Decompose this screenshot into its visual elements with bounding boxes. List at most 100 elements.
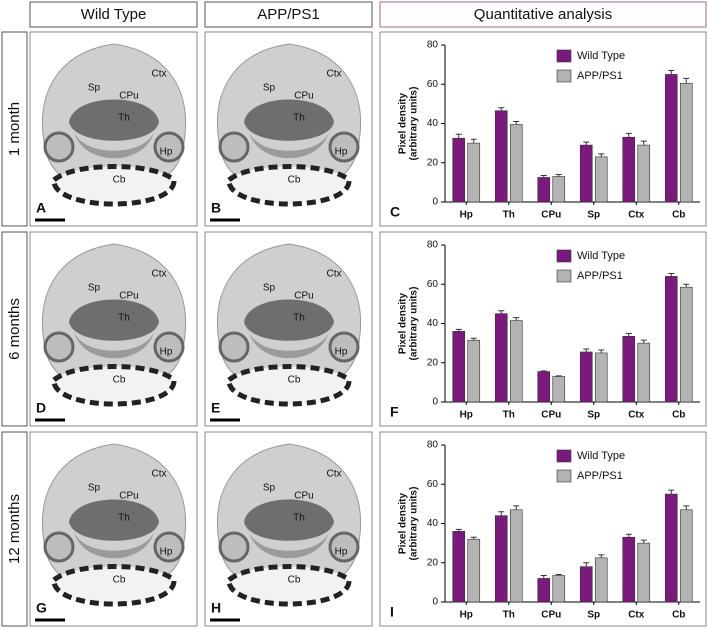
row-label: 6 months xyxy=(6,298,23,360)
y-axis-label: (arbitrary units) xyxy=(409,87,420,161)
panel-letter: I xyxy=(390,604,394,620)
region-label: Hp xyxy=(160,347,173,358)
x-tick-label: Cb xyxy=(672,210,685,221)
row-label-box xyxy=(1,31,28,227)
bar xyxy=(679,286,693,403)
y-axis-label: (arbitrary units) xyxy=(409,287,420,361)
region-label: CPu xyxy=(119,291,138,302)
error-bar xyxy=(555,574,562,576)
region-label: Th xyxy=(118,513,130,524)
error-bar xyxy=(498,310,505,314)
x-tick-label: CPu xyxy=(541,210,561,221)
region-label: Th xyxy=(293,113,305,124)
region-label: Cb xyxy=(113,575,126,586)
bar xyxy=(552,575,566,603)
panel-letter: D xyxy=(36,400,46,416)
x-tick-label: Sp xyxy=(587,210,600,221)
region-label: Sp xyxy=(263,483,276,494)
legend-label: Wild Type xyxy=(577,450,625,462)
bar xyxy=(679,509,693,603)
panel-letter: G xyxy=(36,600,47,616)
error-bar xyxy=(683,505,690,510)
x-tick-label: Ctx xyxy=(628,610,645,621)
region-label: CPu xyxy=(119,91,138,102)
error-bar xyxy=(640,339,647,344)
region-label: Ctx xyxy=(327,469,342,480)
x-tick-label: Hp xyxy=(460,610,473,621)
legend-swatch xyxy=(556,469,572,483)
region-label: Ctx xyxy=(327,269,342,280)
region-label: CPu xyxy=(119,491,138,502)
error-bar xyxy=(455,328,462,332)
bar xyxy=(552,376,566,403)
x-tick-label: Sp xyxy=(587,610,600,621)
y-tick-label: 60 xyxy=(427,79,439,90)
legend-label: Wild Type xyxy=(577,50,625,62)
bar xyxy=(494,515,508,603)
bar xyxy=(452,137,466,203)
region-label: Sp xyxy=(88,83,101,94)
bar xyxy=(509,124,523,203)
y-tick-label: 40 xyxy=(427,518,439,529)
y-axis-label: Pixel density xyxy=(398,92,409,154)
legend-swatch xyxy=(556,269,572,283)
error-bar xyxy=(668,489,675,495)
region-label: Th xyxy=(293,313,305,324)
column-header: APP/PS1 xyxy=(257,6,320,23)
x-tick-label: Ctx xyxy=(628,210,645,221)
column-header: Wild Type xyxy=(81,6,147,23)
y-tick-label: 20 xyxy=(427,557,439,568)
error-bar xyxy=(513,121,520,125)
region-label: Cb xyxy=(288,375,301,386)
region-label: Th xyxy=(293,513,305,524)
y-axis-label: Pixel density xyxy=(398,292,409,354)
error-bar xyxy=(583,141,590,146)
error-bar xyxy=(470,337,477,341)
legend-swatch xyxy=(556,69,572,83)
header-box xyxy=(29,1,198,28)
region-label: Hp xyxy=(335,547,348,558)
x-tick-label: Th xyxy=(503,410,515,421)
error-bar xyxy=(683,77,690,84)
bar xyxy=(622,335,636,403)
bar xyxy=(579,144,593,203)
bar xyxy=(537,578,551,603)
x-tick-label: Sp xyxy=(587,410,600,421)
legend-label: APP/PS1 xyxy=(577,70,623,82)
bar xyxy=(579,351,593,403)
bar xyxy=(622,536,636,603)
error-bar xyxy=(640,539,647,544)
legend-swatch xyxy=(556,249,572,263)
error-bar xyxy=(470,536,477,540)
x-tick-label: CPu xyxy=(541,610,561,621)
panel-letter: A xyxy=(36,200,46,216)
region-label: Ctx xyxy=(152,69,167,80)
y-tick-label: 80 xyxy=(427,40,439,51)
bar xyxy=(579,566,593,603)
panel-letter: F xyxy=(390,404,399,420)
y-tick-label: 20 xyxy=(427,157,439,168)
row-label: 1 month xyxy=(6,102,23,156)
y-axis-label: (arbitrary units) xyxy=(409,487,420,561)
row-label-box xyxy=(1,431,28,627)
region-label: Hp xyxy=(160,147,173,158)
header-box xyxy=(204,1,373,28)
y-tick-label: 40 xyxy=(427,318,439,329)
row-label-box xyxy=(1,231,28,427)
x-tick-label: Cb xyxy=(672,410,685,421)
x-tick-label: Th xyxy=(503,210,515,221)
error-bar xyxy=(668,272,675,277)
y-tick-label: 0 xyxy=(432,397,438,408)
region-label: Ctx xyxy=(152,469,167,480)
region-label: CPu xyxy=(294,291,313,302)
region-label: Th xyxy=(118,113,130,124)
x-tick-label: Ctx xyxy=(628,410,645,421)
bar xyxy=(594,156,608,203)
error-bar xyxy=(470,138,477,144)
bar xyxy=(494,313,508,403)
bar xyxy=(509,320,523,403)
panel-letter: B xyxy=(211,200,221,216)
error-bar xyxy=(583,348,590,352)
y-tick-label: 0 xyxy=(432,597,438,608)
